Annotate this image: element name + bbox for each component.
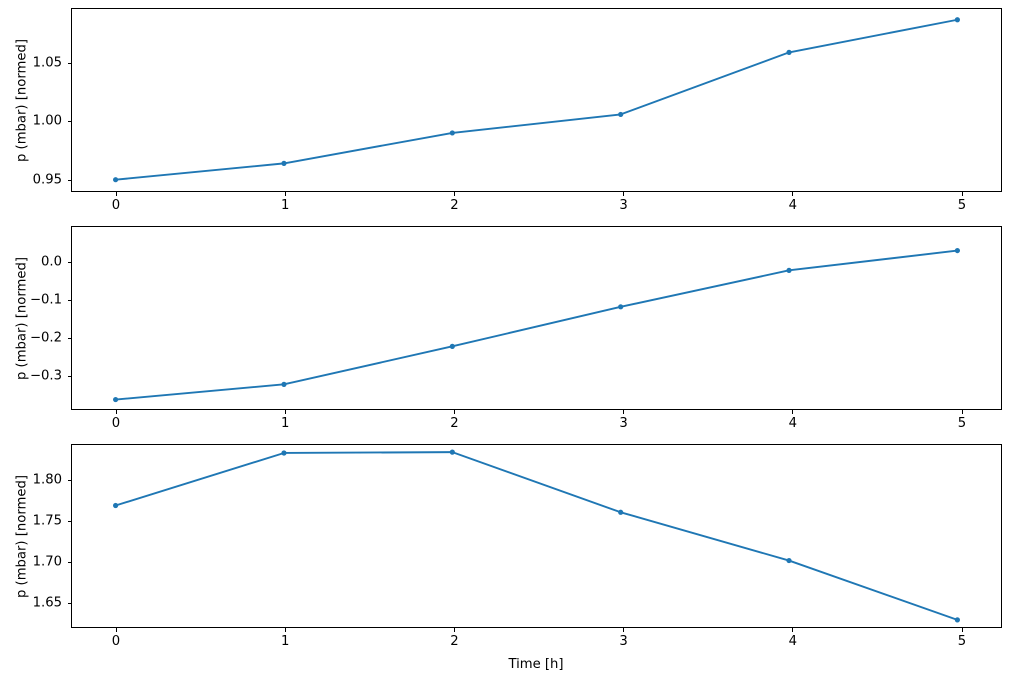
y-tick-label-1-1: 1.00: [32, 113, 62, 129]
data-point: [786, 267, 792, 273]
y-tick-label-3-3: 1.80: [32, 472, 62, 488]
y-tick-mark-1-0: [67, 179, 71, 181]
x-tick-mark-3-3: [623, 628, 625, 632]
y-tick-mark-2-2: [67, 299, 71, 301]
x-tick-label-1-1: 1: [280, 198, 290, 213]
x-tick-mark-3-5: [961, 628, 963, 632]
x-tick-label-3-0: 0: [111, 634, 121, 649]
x-tick-label-3-4: 4: [788, 634, 797, 649]
data-point: [281, 160, 287, 166]
x-tick-label-2-4: 4: [788, 416, 797, 431]
x-axis-label: Time [h]: [508, 657, 564, 672]
data-point: [954, 247, 960, 254]
y-tick-label-3-0: 1.65: [32, 595, 62, 611]
series-polyline-1: [114, 18, 959, 181]
y-tick-mark-2-0: [67, 375, 71, 377]
y-tick-label-2-2: −0.1: [29, 292, 62, 308]
y-tick-mark-2-3: [67, 261, 71, 263]
y-tick-mark-3-0: [67, 602, 71, 604]
data-point: [113, 396, 119, 403]
data-point: [786, 557, 792, 564]
data-point: [449, 343, 455, 349]
x-tick-label-1-5: 5: [957, 198, 967, 213]
series-polyline-2: [114, 249, 959, 401]
y-tick-mark-3-1: [67, 561, 71, 563]
data-point: [449, 449, 455, 455]
y-tick-mark-2-1: [67, 337, 71, 339]
y-tick-label-1-2: 1.05: [32, 55, 62, 71]
x-tick-label-1-3: 3: [619, 198, 628, 213]
x-tick-label-2-2: 2: [450, 416, 459, 431]
series-markers-3: [113, 449, 960, 623]
x-tick-label-3-2: 2: [450, 634, 459, 649]
x-tick-label-3-5: 5: [957, 634, 967, 649]
y-axis-label-2: p (mbar) [normed]: [14, 257, 30, 381]
data-point: [449, 130, 455, 136]
x-tick-mark-2-2: [453, 410, 455, 414]
x-tick-mark-3-0: [115, 628, 117, 632]
data-point: [113, 502, 119, 509]
x-tick-label-2-3: 3: [619, 416, 628, 431]
y-tick-label-2-1: −0.2: [29, 330, 62, 346]
series-markers-2: [113, 247, 960, 403]
x-tick-mark-3-4: [792, 628, 794, 632]
x-tick-label-2-1: 1: [280, 416, 290, 431]
x-tick-mark-2-5: [961, 410, 963, 414]
x-tick-mark-1-0: [115, 192, 117, 196]
data-point: [281, 450, 287, 456]
data-point: [954, 17, 960, 23]
series-polyline-3: [114, 451, 959, 621]
x-tick-mark-2-4: [792, 410, 794, 414]
y-tick-mark-3-3: [67, 479, 71, 481]
x-tick-mark-3-1: [284, 628, 286, 632]
x-tick-label-3-3: 3: [619, 634, 628, 649]
data-line-2: [113, 247, 960, 403]
data-point: [786, 49, 792, 56]
x-tick-mark-1-1: [284, 192, 286, 196]
y-tick-label-3-2: 1.75: [32, 513, 62, 529]
y-tick-label-2-3: 0.0: [41, 254, 62, 270]
x-tick-mark-1-5: [961, 192, 963, 196]
x-tick-mark-3-2: [453, 628, 455, 632]
y-tick-mark-3-2: [67, 520, 71, 522]
series-markers-1: [113, 17, 960, 183]
data-point: [954, 617, 960, 623]
y-tick-label-1-0: 0.95: [32, 172, 62, 188]
x-tick-mark-2-3: [623, 410, 625, 414]
y-tick-mark-1-2: [67, 62, 71, 64]
data-point: [618, 509, 624, 515]
data-point: [618, 111, 624, 118]
x-tick-mark-1-4: [792, 192, 794, 196]
x-tick-mark-2-1: [284, 410, 286, 414]
y-tick-label-2-0: −0.3: [29, 368, 62, 384]
y-tick-label-3-1: 1.70: [32, 554, 62, 570]
axes-frame-2: [71, 226, 1002, 410]
x-tick-label-3-1: 1: [280, 634, 290, 649]
x-tick-label-1-4: 4: [788, 198, 797, 213]
data-point: [618, 304, 624, 310]
x-tick-mark-1-2: [453, 192, 455, 196]
axes-frame-1: [71, 8, 1002, 192]
data-line-3: [113, 449, 960, 623]
y-axis-label-1: p (mbar) [normed]: [14, 39, 30, 163]
axes-frame-3: [71, 444, 1002, 628]
data-point: [281, 381, 287, 387]
data-point: [113, 177, 119, 183]
data-line-1: [113, 17, 960, 183]
x-tick-label-1-0: 0: [111, 198, 121, 213]
x-tick-label-2-5: 5: [957, 416, 967, 431]
x-tick-label-1-2: 2: [450, 198, 459, 213]
x-tick-mark-1-3: [623, 192, 625, 196]
x-tick-mark-2-0: [115, 410, 117, 414]
x-tick-label-2-0: 0: [111, 416, 121, 431]
y-tick-mark-1-1: [67, 120, 71, 122]
